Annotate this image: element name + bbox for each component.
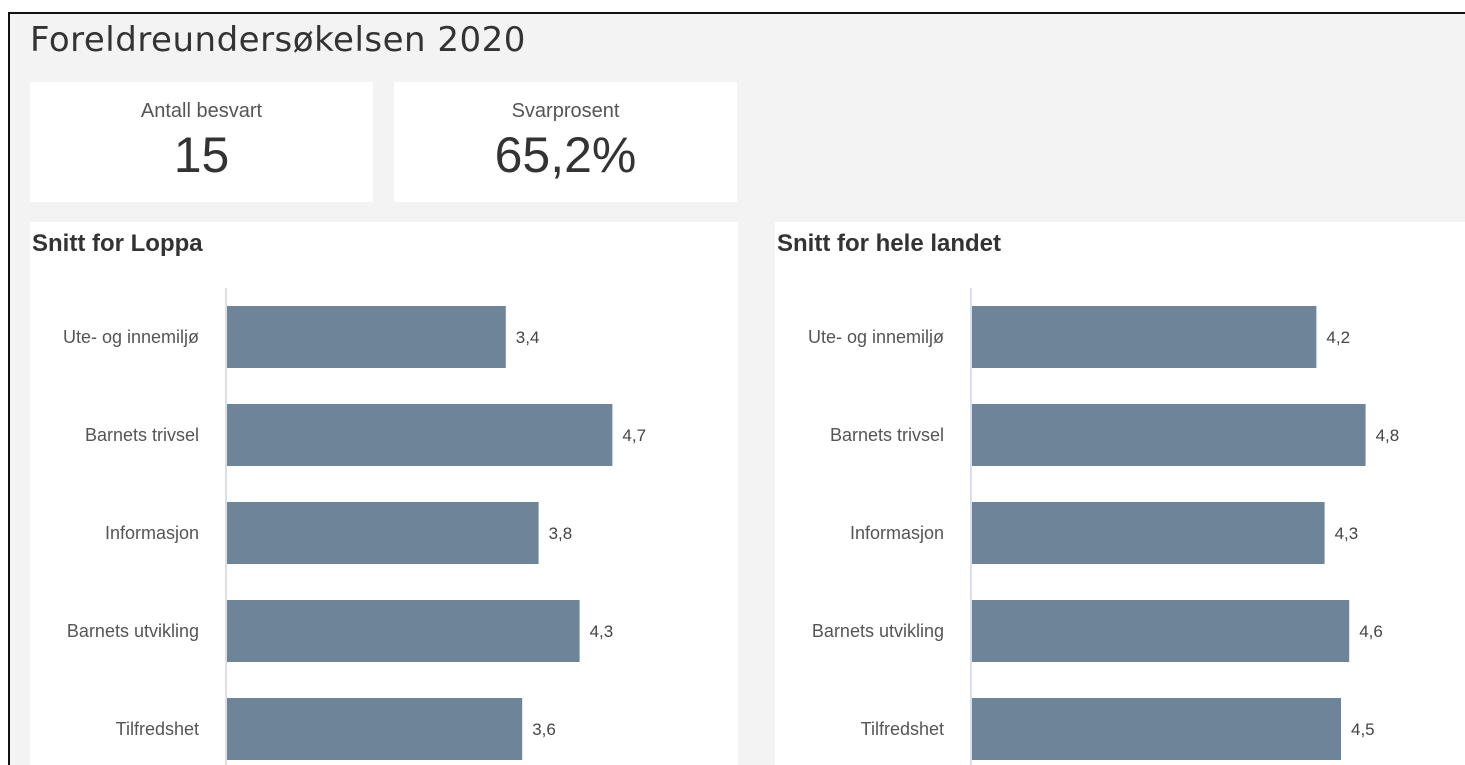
- bar[interactable]: [227, 698, 523, 760]
- chart-panel-loppa: Snitt for Loppa Ute- og innemiljø 3,4 Barn…: [30, 222, 738, 765]
- category-label: Tilfredshet: [116, 719, 199, 739]
- data-label: 4,8: [1376, 426, 1400, 445]
- bar[interactable]: [972, 306, 1317, 368]
- kpi-label: Svarprosent: [511, 100, 620, 122]
- data-label: 3,8: [549, 524, 573, 543]
- bar[interactable]: [227, 502, 539, 564]
- category-label: Tilfredshet: [861, 719, 944, 739]
- bar-chart-loppa: Ute- og innemiljø 3,4 Barnets trivsel 4,7 In…: [63, 288, 646, 765]
- bar[interactable]: [227, 600, 580, 662]
- kpi-value: 15: [173, 127, 230, 183]
- bar[interactable]: [972, 698, 1341, 760]
- bar-chart-national: Ute- og innemiljø 4,2 Barnets trivsel 4,8 In…: [808, 288, 1400, 765]
- data-label: 3,4: [516, 328, 540, 347]
- bar[interactable]: [227, 306, 506, 368]
- bar[interactable]: [972, 404, 1366, 466]
- data-label: 4,6: [1359, 622, 1383, 641]
- category-label: Ute- og innemiljø: [808, 327, 944, 347]
- bar[interactable]: [972, 502, 1325, 564]
- page-title: Foreldreundersøkelsen 2020: [30, 20, 526, 60]
- bar[interactable]: [972, 600, 1350, 662]
- chart-title: Snitt for Loppa: [32, 230, 203, 257]
- data-label: 4,3: [1335, 524, 1359, 543]
- category-label: Informasjon: [850, 523, 944, 543]
- category-label: Barnets trivsel: [85, 425, 199, 445]
- category-label: Informasjon: [105, 523, 199, 543]
- category-label: Barnets utvikling: [67, 621, 199, 641]
- bar[interactable]: [227, 404, 613, 466]
- kpi-value: 65,2%: [494, 127, 637, 183]
- kpi-card-response-rate: Svarprosent 65,2%: [394, 82, 737, 202]
- data-label: 4,3: [590, 622, 614, 641]
- kpi-label: Antall besvart: [140, 100, 263, 122]
- data-label: 4,2: [1326, 328, 1350, 347]
- chart-title: Snitt for hele landet: [777, 230, 1002, 257]
- data-label: 4,7: [622, 426, 646, 445]
- dashboard-frame: Foreldreundersøkelsen 2020 Antall besvar…: [8, 12, 1465, 765]
- category-label: Barnets utvikling: [812, 621, 944, 641]
- category-label: Ute- og innemiljø: [63, 327, 199, 347]
- data-label: 4,5: [1351, 720, 1375, 739]
- kpi-card-answered: Antall besvart 15: [30, 82, 373, 202]
- chart-panel-national: Snitt for hele landet Ute- og innemiljø 4…: [775, 222, 1465, 765]
- data-label: 3,6: [532, 720, 556, 739]
- category-label: Barnets trivsel: [830, 425, 944, 445]
